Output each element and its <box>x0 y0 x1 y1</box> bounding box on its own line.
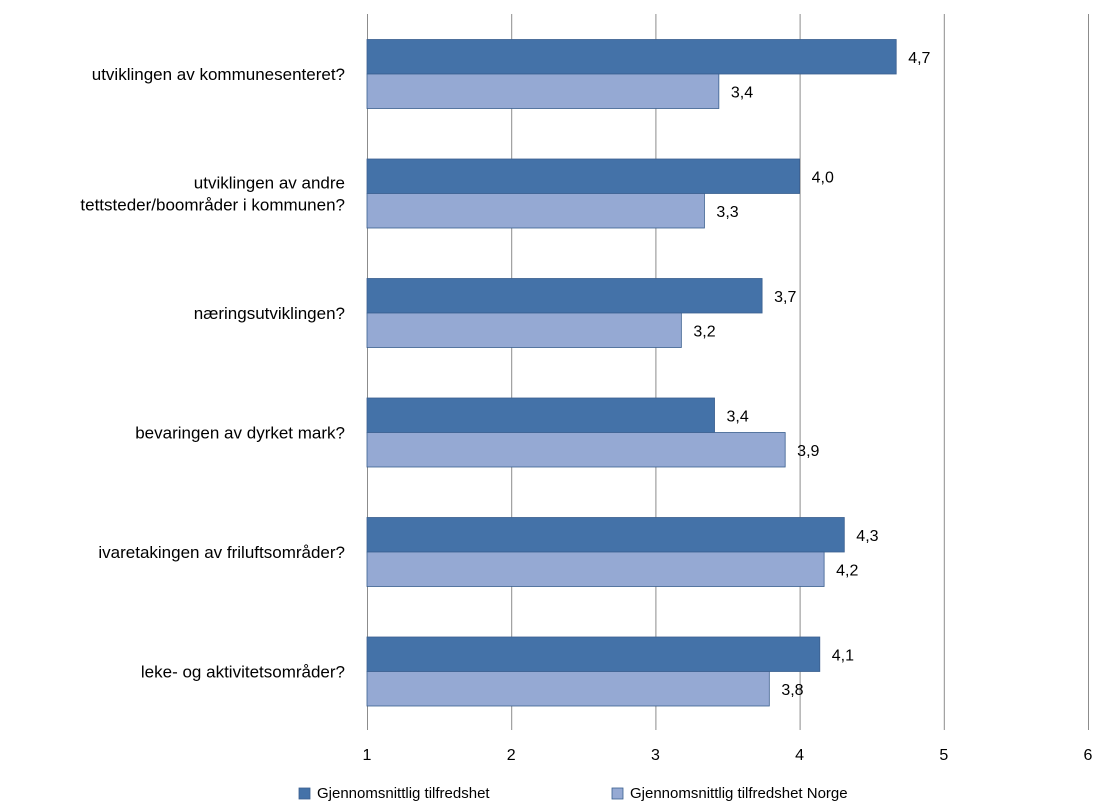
data-label: 4,1 <box>832 647 854 664</box>
data-labels: 4,7 3,4 4,0 3,3 3,7 3,2 3,4 3,9 4,3 4,2 4,1 3,8 <box>693 50 930 699</box>
data-label: 3,3 <box>716 204 738 221</box>
bar <box>366 432 786 468</box>
bars <box>366 39 897 707</box>
bar <box>366 158 801 194</box>
data-label: 3,8 <box>781 682 803 699</box>
category-label: ivaretakingen av friluftsområder? <box>98 543 345 562</box>
data-label: 3,2 <box>693 323 715 340</box>
legend-swatch <box>611 787 624 800</box>
category-label: utviklingen av kommunesenteret? <box>92 65 345 84</box>
legend-label: Gjennomsnittlig tilfredshet Norge <box>630 785 848 802</box>
data-label: 3,4 <box>731 84 753 101</box>
category-label: utviklingen av andre <box>194 174 345 193</box>
x-tick-label: 1 <box>363 747 372 764</box>
x-tick-label: 4 <box>795 747 804 764</box>
bar <box>366 397 715 433</box>
x-tick-label: 5 <box>939 747 948 764</box>
data-label: 3,4 <box>727 408 749 425</box>
bar <box>366 312 682 348</box>
bar <box>366 278 763 314</box>
data-label: 3,7 <box>774 289 796 306</box>
bar <box>366 73 720 109</box>
bar <box>366 39 897 75</box>
legend-swatch <box>298 787 311 800</box>
data-label: 4,7 <box>908 50 930 67</box>
category-label: næringsutviklingen? <box>194 304 345 323</box>
bar <box>366 671 770 707</box>
category-label: tettsteder/boområder i kommunen? <box>80 196 345 215</box>
bar <box>366 636 821 672</box>
x-axis-ticks: 1 2 3 4 5 6 <box>363 747 1093 764</box>
data-label: 4,2 <box>836 562 858 579</box>
data-label: 3,9 <box>797 443 819 460</box>
gridlines <box>367 14 1089 730</box>
x-tick-label: 2 <box>507 747 516 764</box>
data-label: 4,0 <box>812 169 834 186</box>
category-label: bevaringen av dyrket mark? <box>135 424 345 443</box>
legend: Gjennomsnittlig tilfredshet Gjennomsnittl… <box>298 785 848 802</box>
bar <box>366 193 705 229</box>
data-label: 4,3 <box>856 528 878 545</box>
category-label: leke- og aktivitetsområder? <box>141 663 345 682</box>
x-tick-label: 3 <box>651 747 660 764</box>
bar <box>366 551 825 587</box>
category-labels: utviklingen av kommunesenteret? utvikling… <box>80 65 345 682</box>
legend-label: Gjennomsnittlig tilfredshet <box>317 785 490 802</box>
x-tick-label: 6 <box>1084 747 1093 764</box>
bar <box>366 517 845 553</box>
